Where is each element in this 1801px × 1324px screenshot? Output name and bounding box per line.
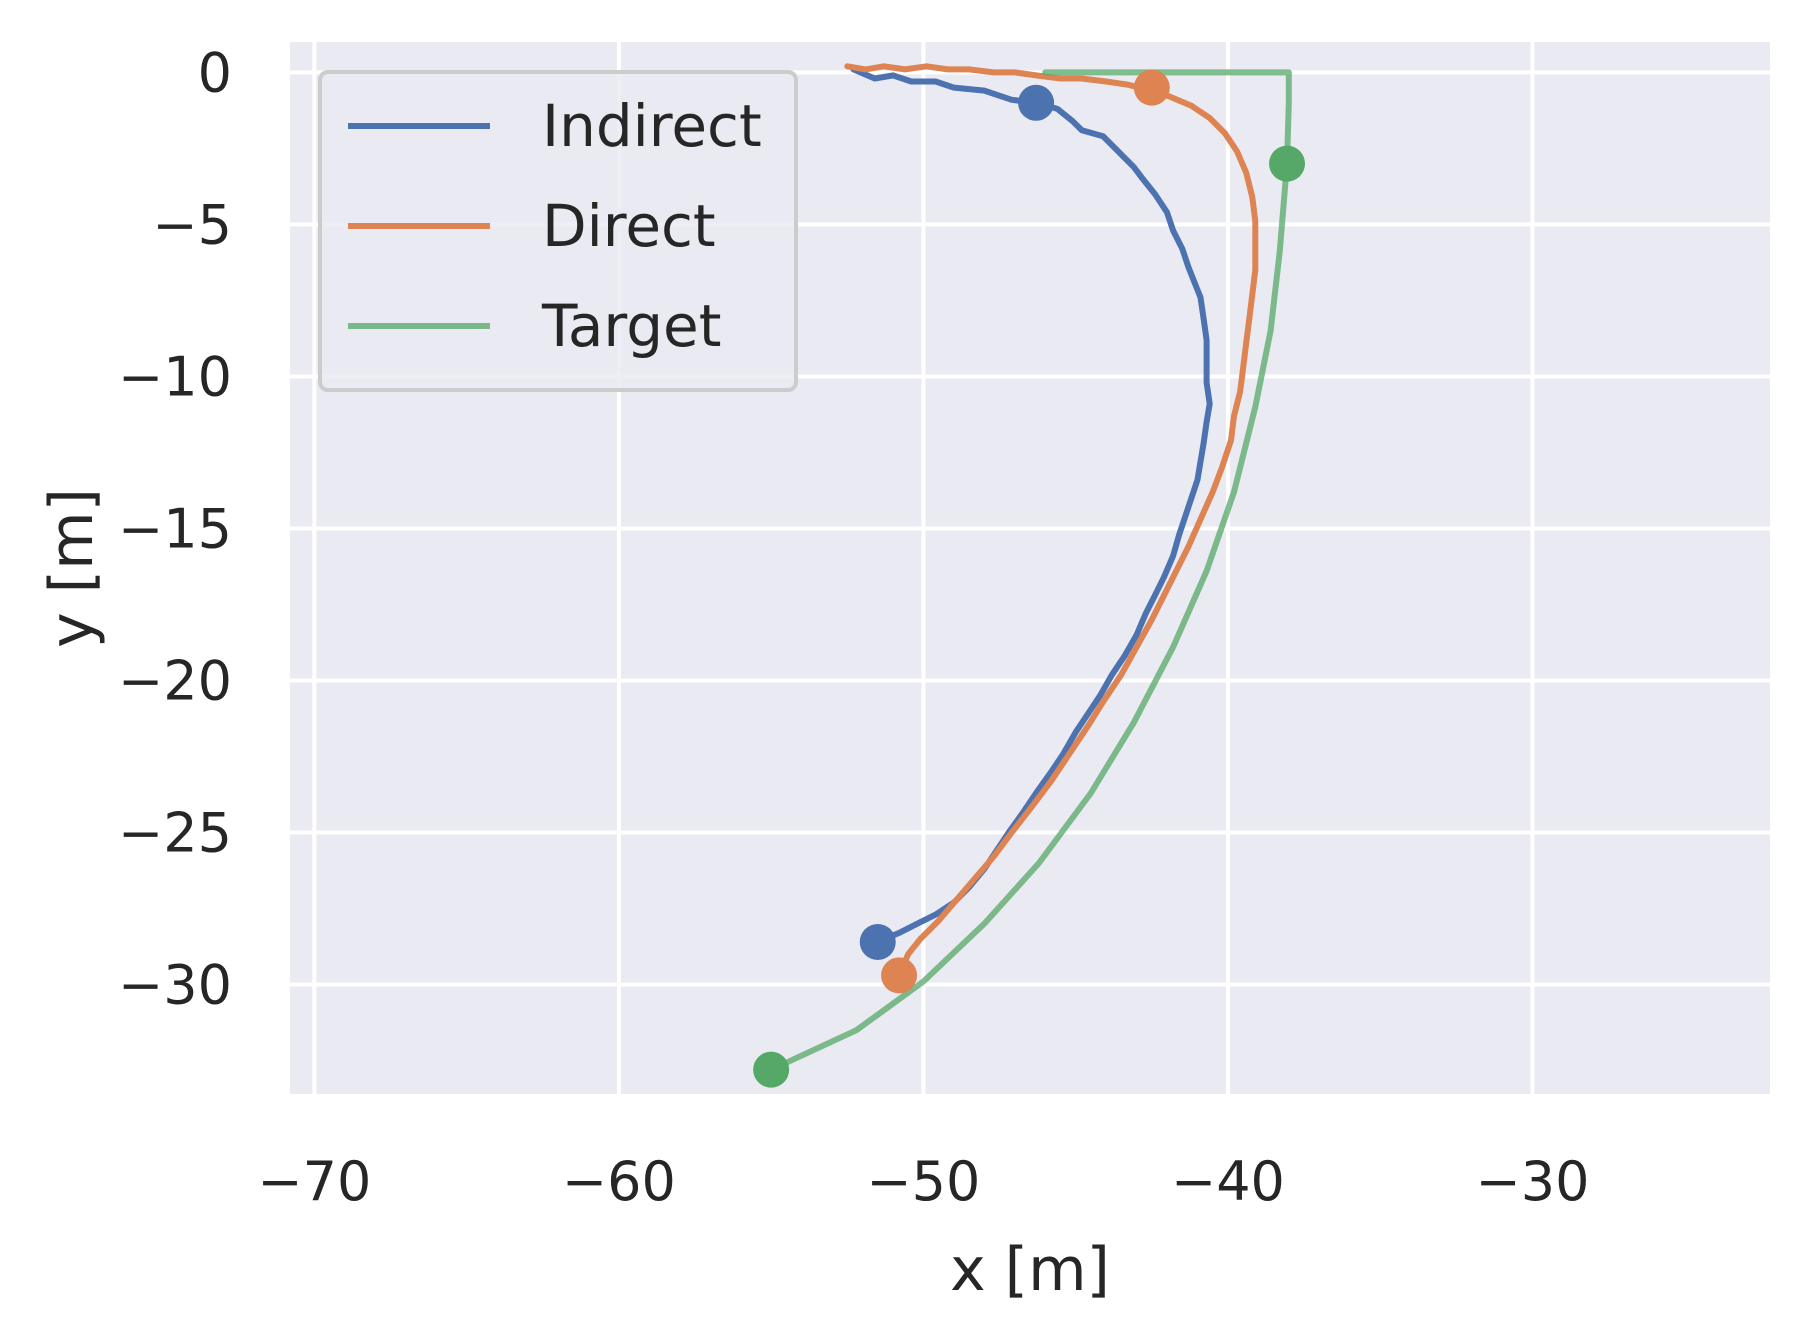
y-tick-label: −20	[118, 649, 232, 712]
legend: Indirect Direct Target	[318, 70, 798, 392]
x-axis-label: x [m]	[950, 1235, 1110, 1305]
marker-target	[753, 1051, 790, 1088]
x-tick-labels: −70 −60 −50 −40 −30	[257, 1150, 1589, 1213]
marker-indirect	[1018, 84, 1055, 121]
y-tick-label: −30	[118, 954, 232, 1017]
series-line-indirect	[850, 66, 1213, 945]
legend-box	[318, 70, 798, 392]
y-axis-label: y [m]	[37, 488, 107, 648]
marker-target	[1269, 145, 1306, 182]
x-tick-label: −30	[1475, 1150, 1589, 1213]
x-tick-label: −70	[257, 1150, 371, 1213]
series-layer	[768, 63, 1292, 1073]
legend-label-indirect: Indirect	[542, 92, 762, 160]
marker-direct	[881, 957, 918, 994]
y-tick-label: −10	[118, 345, 232, 408]
legend-label-direct: Direct	[542, 192, 716, 260]
series-line-direct	[844, 63, 1259, 979]
marker-layer	[753, 69, 1306, 1088]
y-tick-label: −15	[118, 497, 232, 560]
series-line-target	[768, 69, 1292, 1073]
legend-label-target: Target	[541, 292, 721, 360]
x-tick-label: −50	[866, 1150, 980, 1213]
y-tick-label: −5	[152, 193, 232, 256]
x-tick-label: −60	[562, 1150, 676, 1213]
y-tick-label: −25	[118, 802, 232, 865]
y-tick-label: 0	[198, 41, 232, 104]
y-tick-labels: 0 −5 −10 −15 −20 −25 −30	[118, 41, 232, 1016]
marker-indirect	[859, 923, 896, 960]
marker-direct	[1133, 69, 1170, 106]
x-tick-label: −40	[1171, 1150, 1285, 1213]
